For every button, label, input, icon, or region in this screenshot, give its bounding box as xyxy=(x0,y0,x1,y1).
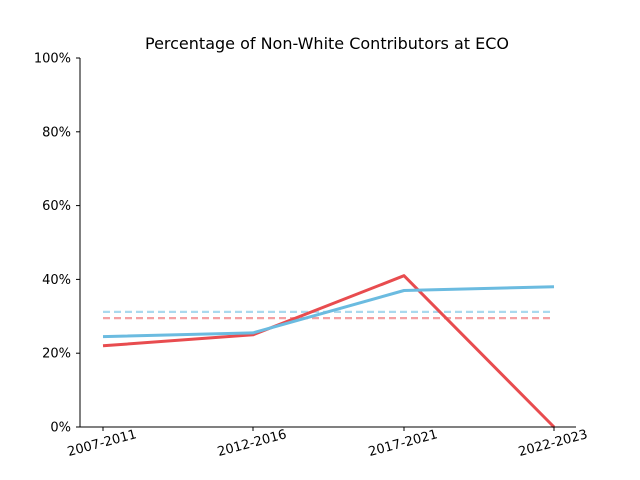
x-tick-label: 2022-2023 xyxy=(517,427,589,460)
y-tick-label: 80% xyxy=(42,125,71,140)
series-line-1 xyxy=(102,274,556,429)
y-tick-label: 100% xyxy=(34,52,71,67)
x-tick-label: 2012-2016 xyxy=(216,427,288,460)
y-tick-label: 40% xyxy=(42,273,71,288)
y-tick-label: 60% xyxy=(42,199,71,214)
plot-area xyxy=(102,274,556,429)
y-axis: 0% 20% 40% 60% 80% 100% xyxy=(34,52,80,436)
chart-title: Percentage of Non-White Contributors at … xyxy=(145,34,509,53)
y-tick-label: 20% xyxy=(42,347,71,362)
y-tick-label: 0% xyxy=(50,421,71,436)
x-tick-label: 2017-2021 xyxy=(367,427,439,460)
x-axis: 2007-2011 2012-2016 2017-2021 2022-2023 xyxy=(66,427,589,460)
series-line-2 xyxy=(102,285,555,339)
x-tick-label: 2007-2011 xyxy=(66,427,138,460)
